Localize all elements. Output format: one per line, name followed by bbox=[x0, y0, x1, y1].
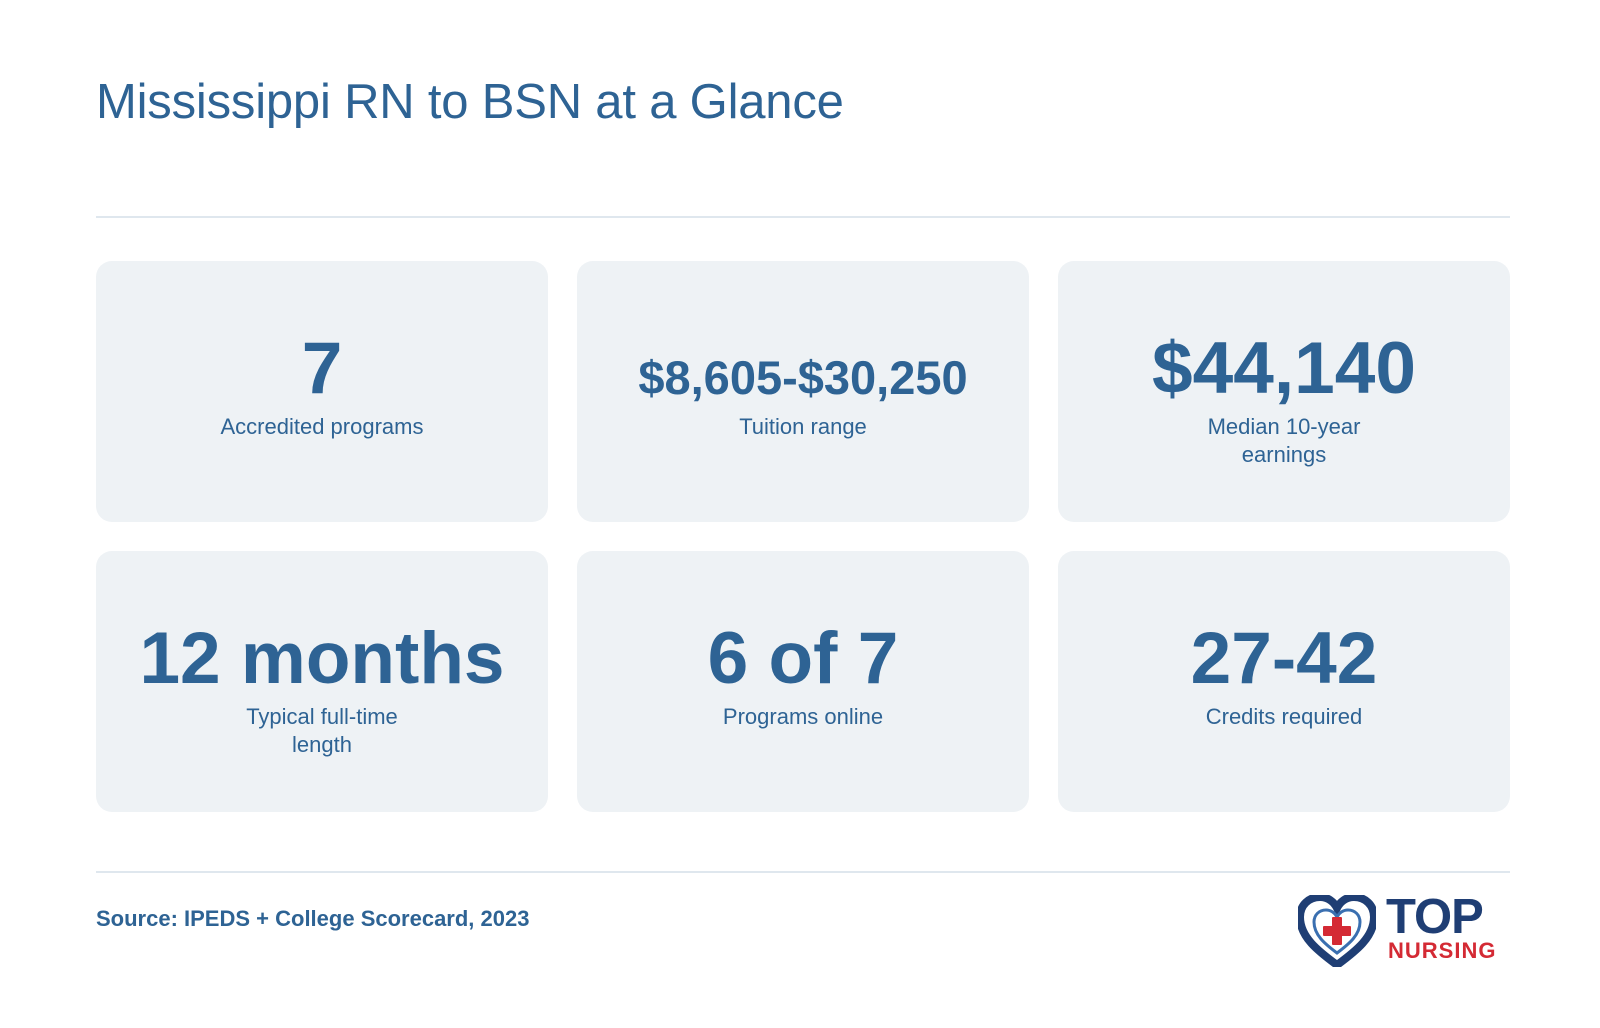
stats-grid: 7 Accredited programs $8,605-$30,250 Tui… bbox=[96, 261, 1510, 812]
logo-word-nursing: NURSING bbox=[1388, 938, 1497, 963]
stat-card-programs-online: 6 of 7 Programs online bbox=[577, 551, 1029, 812]
stat-label: Accredited programs bbox=[220, 414, 424, 439]
stat-card-median-earnings: $44,140 Median 10-year earnings bbox=[1058, 261, 1510, 522]
stat-label: Median 10-year earnings bbox=[1207, 414, 1361, 467]
stat-value: 12 months bbox=[139, 618, 505, 699]
stat-label: Typical full-time length bbox=[246, 704, 398, 757]
stat-label: Programs online bbox=[722, 704, 884, 729]
stat-value: $44,140 bbox=[1152, 328, 1416, 409]
top-nursing-logo: TOP NURSING bbox=[1298, 890, 1513, 967]
stat-card-credits-required: 27-42 Credits required bbox=[1058, 551, 1510, 812]
source-note: Source: IPEDS + College Scorecard, 2023 bbox=[96, 906, 530, 931]
stat-value: 6 of 7 bbox=[707, 618, 899, 699]
stat-value: 27-42 bbox=[1190, 618, 1378, 699]
stat-card-tuition-range: $8,605-$30,250 Tuition range bbox=[577, 261, 1029, 522]
stat-value: $8,605-$30,250 bbox=[638, 351, 968, 404]
heart-cross-icon bbox=[1298, 895, 1376, 967]
logo-word-top: TOP bbox=[1386, 890, 1484, 944]
stat-card-accredited-programs: 7 Accredited programs bbox=[96, 261, 548, 522]
page-title: Mississippi RN to BSN at a Glance bbox=[96, 75, 844, 129]
stat-value: 7 bbox=[301, 328, 343, 409]
stat-label: Tuition range bbox=[739, 414, 867, 439]
top-divider bbox=[96, 216, 1510, 218]
stat-label: Credits required bbox=[1205, 704, 1363, 729]
bottom-divider bbox=[96, 871, 1510, 873]
stat-card-program-length: 12 months Typical full-time length bbox=[96, 551, 548, 812]
